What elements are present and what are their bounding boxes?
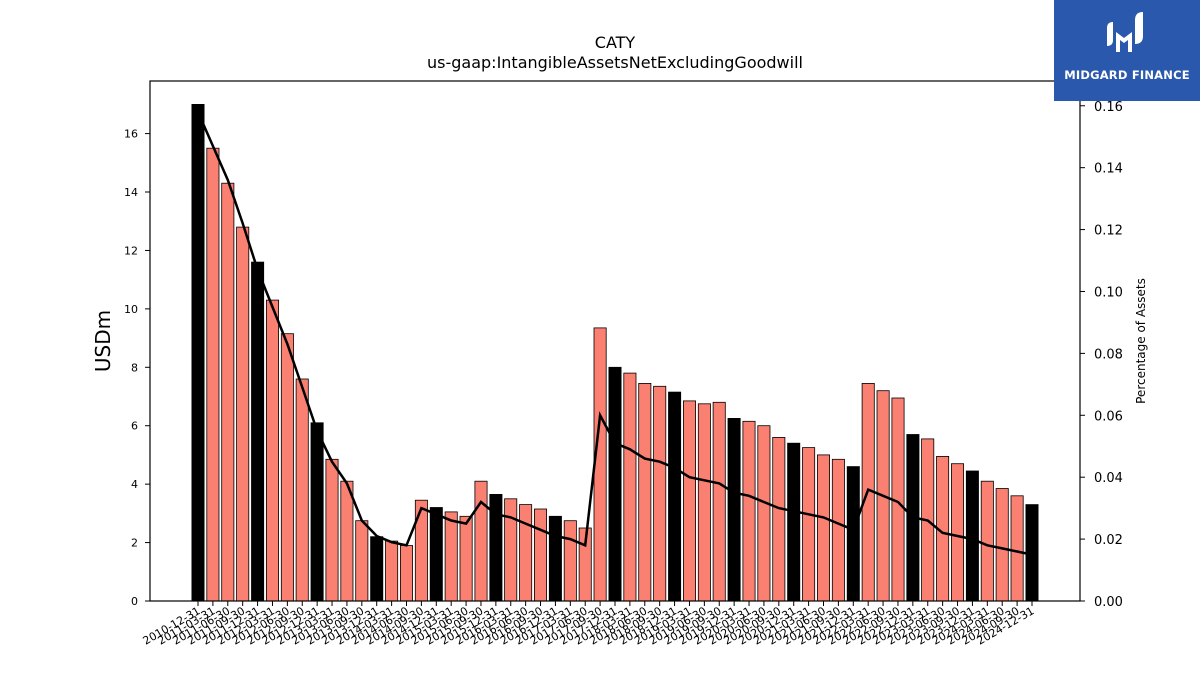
y-tick-label: 14: [124, 186, 138, 199]
left-axis: 0 2 4 6 8 10 12 14 16: [124, 128, 150, 608]
chart-subtitle: us-gaap:IntangibleAssetsNetExcludingGood…: [427, 53, 803, 72]
bar: [951, 463, 965, 602]
bar: [548, 515, 562, 602]
percentage-line: [196, 111, 1033, 556]
bar: [534, 508, 548, 602]
y2-tick-label: 0.14: [1094, 162, 1123, 177]
y-tick-label: 2: [131, 537, 138, 550]
bar: [429, 507, 443, 602]
bar: [340, 480, 354, 602]
bar: [593, 327, 607, 602]
y2-tick-label: 0.12: [1094, 224, 1123, 239]
bar: [712, 401, 726, 602]
bar: [683, 400, 697, 602]
bar: [206, 147, 220, 602]
bar: [399, 545, 413, 602]
y-tick-label: 4: [131, 478, 138, 491]
bar: [385, 540, 399, 602]
bar: [251, 261, 265, 602]
bar: [772, 436, 786, 602]
bar: [817, 454, 831, 602]
y-tick-label: 16: [124, 128, 138, 141]
y-tick-label: 0: [131, 595, 138, 608]
bar: [653, 385, 667, 602]
bar: [697, 403, 711, 602]
bar: [757, 425, 771, 602]
bar: [831, 458, 845, 602]
bar: [355, 520, 369, 602]
y2-tick-label: 0.10: [1094, 285, 1123, 300]
logo-text: MIDGARD FINANCE: [1064, 68, 1190, 82]
y2-axis-label: Percentage of Assets: [1134, 278, 1148, 404]
bar: [504, 498, 518, 602]
bar: [280, 333, 294, 602]
bar: [474, 480, 488, 602]
bar: [414, 499, 428, 602]
bar: [980, 480, 994, 602]
bar: [995, 488, 1009, 602]
bar: [236, 226, 250, 602]
y-tick-label: 10: [124, 303, 138, 316]
right-axis: 0.00 0.02 0.04 0.06 0.08 0.10 0.12 0.14 0.16: [1080, 100, 1123, 610]
y-tick-label: 8: [131, 361, 138, 374]
bar: [742, 420, 756, 602]
bar: [444, 511, 458, 602]
bar: [802, 447, 816, 602]
line-series: [196, 111, 1033, 556]
bar-series: [191, 104, 1039, 602]
bar: [965, 470, 979, 602]
bar: [191, 104, 205, 602]
bar: [846, 466, 860, 602]
midgard-finance-logo: MIDGARD FINANCE: [1054, 0, 1200, 101]
logo-mark-icon: [1107, 12, 1143, 52]
bar: [370, 536, 384, 602]
bar: [727, 417, 741, 602]
bar: [310, 422, 324, 602]
bar: [295, 378, 309, 602]
bar: [519, 504, 533, 602]
chart-title: CATY: [595, 33, 636, 52]
y2-tick-label: 0.06: [1094, 409, 1123, 424]
bar: [623, 372, 637, 602]
y2-tick-label: 0.16: [1094, 100, 1123, 115]
bar: [1010, 495, 1024, 602]
bar: [787, 442, 801, 602]
bar: [668, 391, 682, 602]
bar: [221, 182, 235, 602]
y2-tick-label: 0.04: [1094, 471, 1123, 486]
bar: [459, 515, 473, 602]
bar: [265, 299, 279, 602]
bar: [325, 458, 339, 602]
y-tick-label: 12: [124, 244, 138, 257]
bar: [638, 382, 652, 602]
bar: [608, 366, 622, 602]
x-axis: 2010-12-312011-03-312011-06-302011-09-30…: [141, 601, 1037, 648]
y2-tick-label: 0.02: [1094, 533, 1123, 548]
bar: [563, 520, 577, 602]
y2-tick-label: 0.08: [1094, 347, 1123, 362]
y-axis-label: USDm: [91, 310, 115, 372]
y-tick-label: 6: [131, 420, 138, 433]
y2-tick-label: 0.00: [1094, 595, 1123, 610]
